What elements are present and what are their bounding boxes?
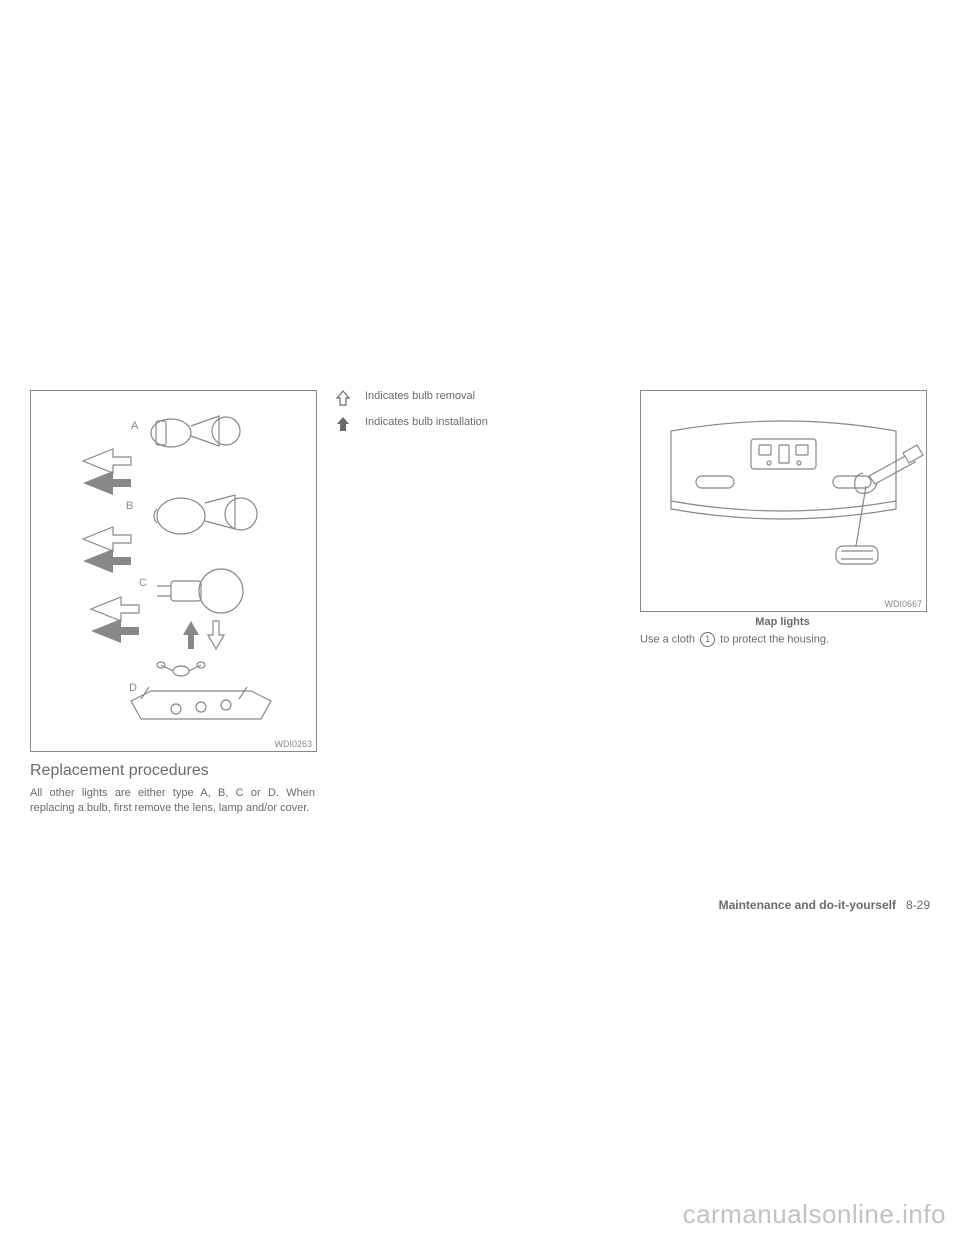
footer-section: Maintenance and do-it-yourself (719, 898, 896, 912)
column-3: WDI0667 Map lights Use a cloth 1 to prot… (640, 390, 925, 816)
body-pre: Use a cloth (640, 633, 698, 645)
map-lights-caption: Map lights (640, 616, 925, 628)
column-1: A B (30, 390, 315, 816)
legend-removal: Indicates bulb removal (335, 390, 620, 406)
legend-install-text: Indicates bulb installation (365, 416, 488, 428)
label-c: C (139, 577, 147, 589)
arrow-solid-up-icon (335, 416, 351, 432)
replacement-heading: Replacement procedures (30, 762, 315, 780)
map-lights-svg (641, 391, 926, 611)
figure-id-1: WDI0263 (274, 739, 312, 749)
figure-id-2: WDI0667 (884, 599, 922, 609)
column-2: Indicates bulb removal Indicates bulb in… (335, 390, 620, 816)
label-b: B (126, 500, 133, 512)
columns-wrapper: A B (30, 390, 930, 816)
map-lights-body: Use a cloth 1 to protect the housing. (640, 632, 925, 647)
arrow-outline-up-icon (335, 390, 351, 406)
legend-install: Indicates bulb installation (335, 416, 620, 432)
footer-page: 8-29 (906, 898, 930, 912)
legend-removal-text: Indicates bulb removal (365, 390, 475, 402)
page-footer: Maintenance and do-it-yourself 8-29 (719, 898, 930, 912)
bulb-types-figure: A B (30, 390, 317, 752)
page-content: A B (30, 390, 930, 816)
bulb-types-svg: A B (31, 391, 316, 751)
label-a: A (131, 420, 139, 432)
watermark: carmanualsonline.info (683, 1199, 946, 1230)
replacement-body: All other lights are either type A, B, C… (30, 786, 315, 816)
body-post: to protect the housing. (717, 633, 829, 645)
circled-1: 1 (700, 632, 715, 647)
map-lights-figure: WDI0667 (640, 390, 927, 612)
label-d: D (129, 682, 137, 694)
